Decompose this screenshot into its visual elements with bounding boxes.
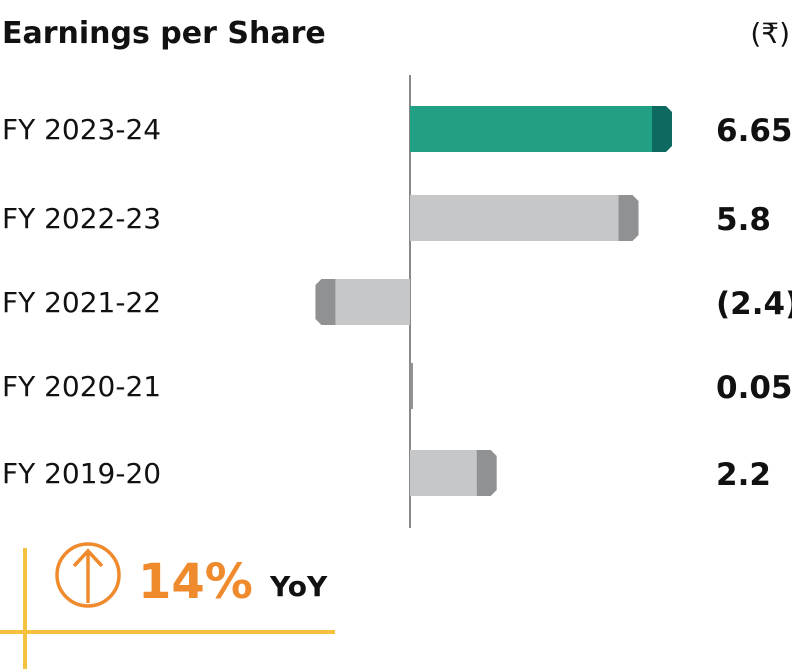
value-label: 6.65 <box>716 113 792 149</box>
callout-value: 14% <box>138 554 253 610</box>
bar <box>410 195 619 241</box>
category-label: FY 2020-21 <box>2 370 161 403</box>
icon-circle <box>55 542 121 608</box>
bar-cap <box>652 106 673 152</box>
category-label: FY 2023-24 <box>2 113 161 146</box>
bar <box>410 450 477 496</box>
category-label: FY 2022-23 <box>2 202 161 235</box>
unit-label: (₹) <box>750 17 790 50</box>
bar-cap <box>476 450 497 496</box>
value-label: 2.2 <box>716 457 771 493</box>
bar-cap <box>315 279 336 325</box>
category-label: FY 2019-20 <box>2 457 161 490</box>
value-label: 5.8 <box>716 202 771 238</box>
icon-arrow <box>72 548 104 603</box>
bar <box>335 279 410 325</box>
up-arrow-icon <box>55 542 121 608</box>
chart-title: Earnings per Share <box>2 16 326 51</box>
value-label: 0.05 <box>716 370 792 406</box>
bar <box>410 106 653 152</box>
bar-cap <box>618 195 639 241</box>
category-label: FY 2021-22 <box>2 286 161 319</box>
value-label: (2.4) <box>716 286 792 322</box>
bar <box>410 363 413 409</box>
callout-label: YoY <box>269 570 328 603</box>
